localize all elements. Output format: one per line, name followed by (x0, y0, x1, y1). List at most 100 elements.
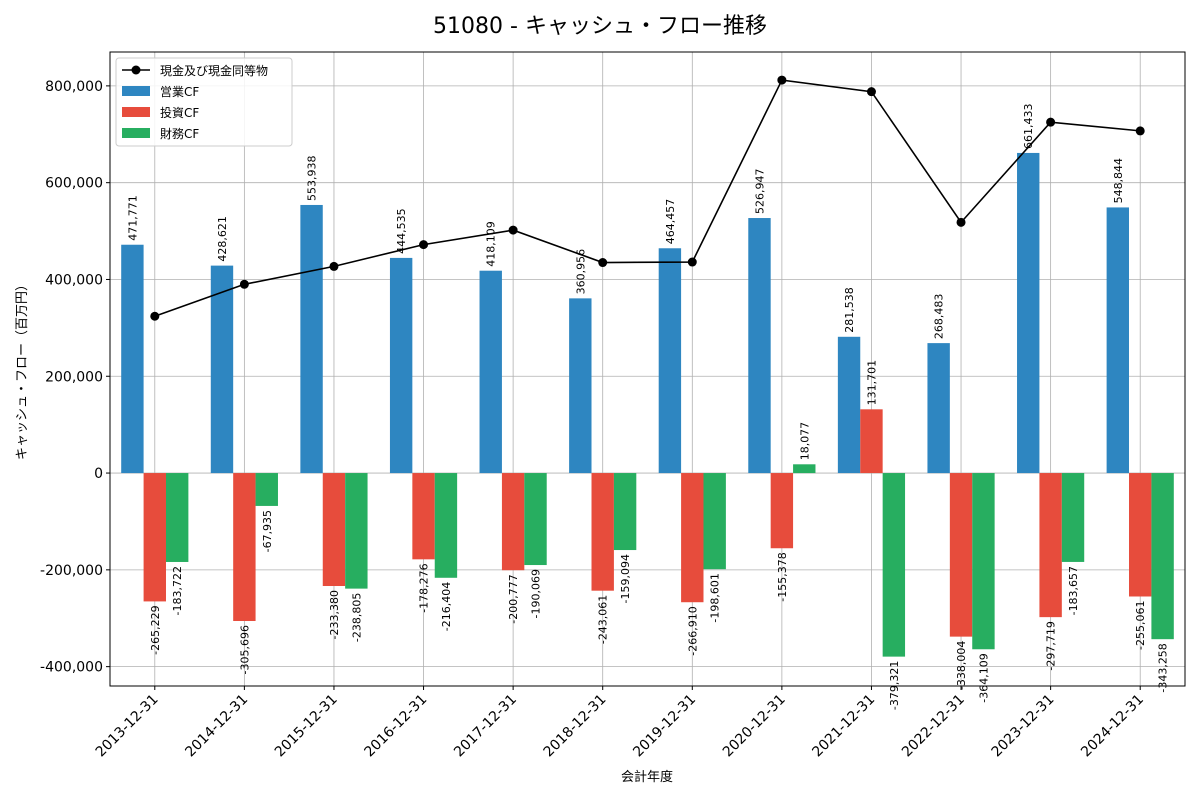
bar-3 (165, 473, 189, 562)
bar-value-label: -178,276 (418, 563, 431, 612)
x-tick-label: 2022-12-31 (899, 692, 968, 761)
legend-label: 営業CF (160, 85, 199, 99)
cash-line-point (1135, 126, 1145, 136)
bar-value-label: -266,910 (686, 606, 699, 655)
bar-value-label: 360,956 (574, 249, 587, 295)
bar-value-label: -216,404 (440, 582, 453, 631)
cash-line-point (598, 258, 608, 268)
bar-value-label: 428,621 (216, 216, 229, 262)
bar-value-label: -190,069 (530, 569, 543, 618)
bar-value-label: -159,094 (619, 554, 632, 603)
bar-value-label: 464,457 (664, 199, 677, 245)
bar-1 (1106, 207, 1130, 474)
bar-value-label: -338,004 (955, 641, 968, 690)
bar-value-label: -297,719 (1045, 621, 1058, 670)
y-tick-label: 800,000 (45, 79, 103, 95)
bar-value-label: 131,701 (865, 360, 878, 406)
bar-value-label: 444,535 (395, 208, 408, 254)
bar-value-label: -198,601 (709, 573, 722, 622)
cash-line-point (956, 217, 966, 227)
bar-value-label: 553,938 (306, 155, 319, 201)
bar-2 (501, 473, 525, 571)
bar-value-label: -67,935 (261, 510, 274, 552)
cash-line-point (1046, 117, 1056, 127)
bar-value-label: 418,109 (485, 221, 498, 267)
bar-3 (345, 473, 368, 589)
legend-bar-swatch (122, 86, 150, 96)
x-tick-label: 2015-12-31 (272, 692, 341, 761)
bar-1 (1017, 152, 1040, 474)
bar-1 (210, 265, 234, 474)
cash-line-point (508, 225, 518, 235)
bar-value-label: -183,722 (171, 566, 184, 615)
bar-1 (748, 218, 771, 474)
bar-1 (569, 298, 592, 474)
cash-line-point (239, 279, 249, 289)
plot-frame (109, 51, 1186, 687)
y-tick-label: 600,000 (45, 176, 103, 192)
legend-bar-swatch (122, 107, 150, 117)
bar-2 (143, 473, 166, 602)
y-tick-label: 200,000 (45, 369, 103, 385)
bar-3 (255, 473, 278, 506)
bar-3 (1061, 473, 1085, 562)
legend-line-marker (131, 65, 141, 75)
x-tick-label: 2017-12-31 (451, 692, 520, 761)
bar-value-label: -183,657 (1067, 566, 1080, 615)
bar-3 (793, 464, 816, 474)
bar-1 (300, 204, 323, 474)
bar-3 (882, 473, 906, 657)
x-tick-label: 2023-12-31 (989, 692, 1058, 761)
bar-2 (412, 473, 435, 560)
bar-3 (1151, 473, 1174, 640)
legend-label: 財務CF (160, 126, 199, 141)
bar-value-label: 18,077 (798, 422, 811, 461)
cash-line-point (150, 311, 160, 321)
bar-value-label: -265,229 (149, 605, 162, 654)
bar-2 (681, 473, 704, 603)
bar-3 (703, 473, 726, 570)
x-tick-label: 2024-12-31 (1078, 692, 1147, 761)
legend-label: 投資CF (160, 105, 199, 120)
bar-1 (479, 270, 502, 474)
bar-3 (972, 473, 995, 650)
x-tick-label: 2018-12-31 (541, 692, 610, 761)
bar-2 (233, 473, 256, 622)
bar-2 (860, 409, 883, 474)
bar-2 (1129, 473, 1152, 597)
y-axis-label: キャッシュ・フロー（百万円） (15, 278, 30, 460)
bar-value-label: -364,109 (977, 653, 990, 702)
bar-value-label: 548,844 (1112, 158, 1125, 204)
x-tick-label: 2021-12-31 (809, 692, 878, 761)
bar-2 (322, 473, 346, 587)
x-tick-label: 2013-12-31 (93, 692, 162, 761)
bar-value-label: 471,771 (126, 195, 139, 241)
cash-line-path (154, 79, 1141, 318)
bars (121, 152, 1174, 657)
bar-2 (1039, 473, 1062, 618)
bar-value-label: -379,321 (888, 661, 901, 710)
y-tick-label: -400,000 (40, 660, 103, 676)
cash-line-point (419, 240, 429, 250)
cash-line (150, 75, 1145, 321)
legend-bar-swatch (122, 128, 150, 138)
legend-box (115, 57, 293, 147)
bar-1 (389, 257, 413, 474)
bar-value-label: -343,258 (1157, 643, 1170, 692)
data-labels: 471,771 428,621 553,938 444,535 418,109 360,9… (126, 103, 1169, 710)
y-tick-label: 0 (94, 466, 103, 482)
y-tick-label: 400,000 (45, 272, 103, 288)
chart-title: 51080 - キャッシュ・フロー推移 (433, 14, 767, 39)
bar-3 (434, 473, 458, 578)
bar-value-label: -155,378 (776, 552, 789, 601)
bar-1 (658, 248, 682, 474)
cash-line-point (329, 261, 339, 271)
bar-value-label: 281,538 (843, 287, 856, 333)
bar-value-label: -233,380 (328, 590, 341, 639)
bar-value-label: -243,061 (597, 595, 610, 644)
x-tick-label: 2020-12-31 (720, 692, 789, 761)
x-tick-label: 2014-12-31 (182, 692, 251, 761)
bar-3 (613, 473, 637, 551)
